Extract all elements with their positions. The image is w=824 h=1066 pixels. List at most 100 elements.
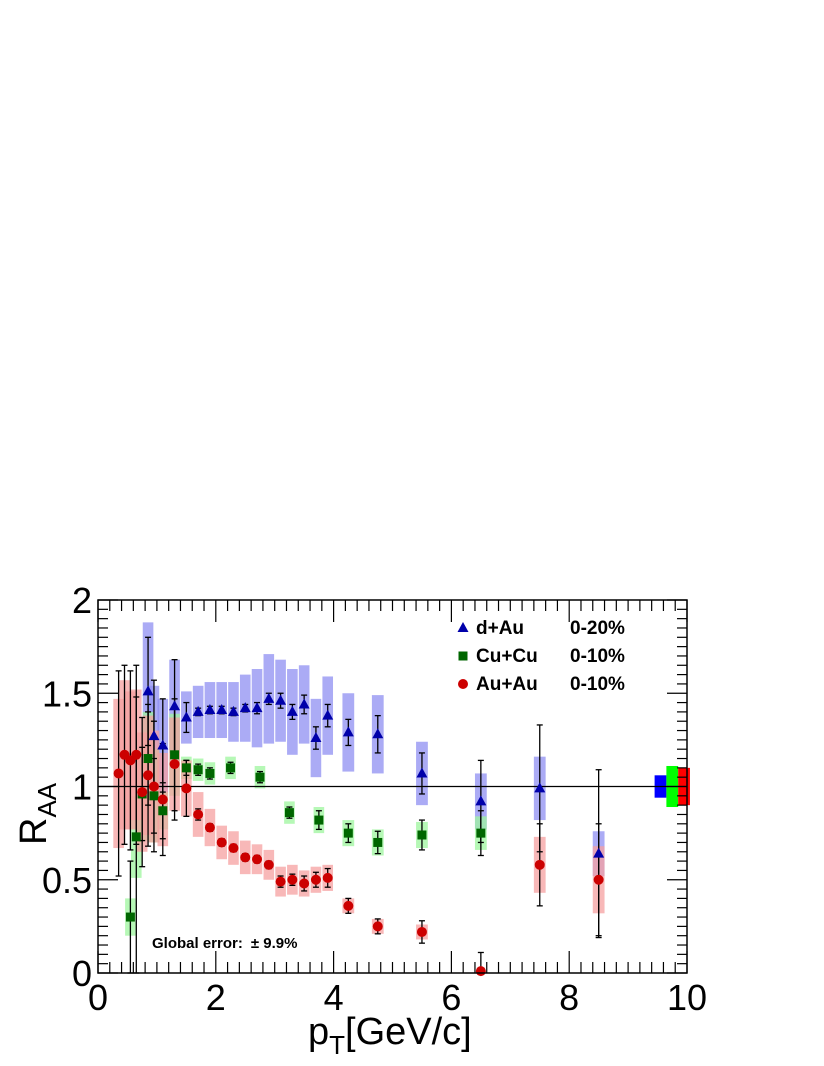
point-circle	[534, 859, 545, 870]
legend-label: d+Au	[476, 618, 524, 639]
legend-marker-circle	[458, 679, 468, 689]
legend-centrality: 0-10%	[570, 646, 625, 667]
point-triangle	[298, 698, 310, 709]
point-triangle	[342, 726, 354, 737]
point-square	[205, 768, 215, 778]
point-triangle	[157, 739, 169, 750]
y-tick-label: 1.5	[42, 673, 92, 714]
point-triangle	[275, 694, 287, 705]
point-circle	[310, 874, 321, 885]
y-axis-symbol: R	[13, 818, 55, 845]
point-square	[255, 772, 265, 782]
point-circle	[216, 837, 227, 848]
point-triangle	[416, 767, 428, 778]
x-tick-label: 2	[206, 977, 226, 1018]
point-circle	[252, 854, 263, 865]
point-circle	[593, 874, 604, 885]
point-triangle	[192, 705, 204, 716]
point-triangle	[310, 732, 322, 743]
x-axis-unit: [GeV/c]	[345, 1011, 472, 1053]
x-axis-title: pT[GeV/c]	[308, 1011, 472, 1060]
point-circle	[343, 900, 354, 911]
point-circle	[131, 749, 142, 760]
point-square	[125, 912, 135, 922]
point-circle	[322, 872, 333, 883]
point-triangle	[227, 705, 239, 716]
point-triangle	[534, 782, 546, 793]
point-circle	[228, 843, 239, 854]
point-triangle	[251, 702, 263, 713]
y-tick-label: 0.5	[42, 860, 92, 901]
point-triangle	[286, 705, 298, 716]
x-tick-label: 4	[324, 977, 344, 1018]
point-triangle	[216, 704, 228, 715]
point-square	[314, 815, 324, 825]
point-circle	[240, 852, 251, 863]
legend-centrality: 0-20%	[570, 618, 625, 639]
point-circle	[148, 781, 159, 792]
legend-centrality: 0-10%	[570, 674, 625, 695]
point-circle	[204, 822, 215, 833]
point-square	[417, 830, 427, 840]
point-circle	[475, 966, 486, 977]
point-triangle	[204, 704, 216, 715]
point-triangle	[475, 795, 487, 806]
point-triangle	[169, 700, 181, 711]
point-square	[284, 808, 294, 818]
x-tick-label: 8	[559, 977, 579, 1018]
point-circle	[416, 926, 427, 937]
y-axis-title: RAA	[13, 782, 62, 845]
point-square	[149, 791, 159, 801]
point-square	[343, 828, 353, 838]
axis-ticks	[97, 599, 688, 974]
legend-label: Cu+Cu	[476, 646, 538, 667]
point-circle	[143, 770, 154, 781]
axis-tick-labels: 0 2 4 6 8 10 0 0.5 1 1.5 2	[42, 580, 707, 1018]
point-triangle	[322, 709, 334, 720]
point-circle	[157, 794, 168, 805]
point-triangle	[372, 728, 384, 739]
x-axis-symbol: p	[308, 1011, 329, 1053]
x-tick-label: 0	[88, 977, 108, 1018]
y-tick-label: 1	[72, 767, 92, 808]
point-circle	[372, 921, 383, 932]
point-circle	[181, 783, 192, 794]
point-square	[170, 750, 180, 760]
point-circle	[287, 874, 298, 885]
point-circle	[113, 768, 124, 779]
x-tick-label: 10	[667, 977, 707, 1018]
point-triangle	[239, 702, 251, 713]
point-circle	[275, 876, 286, 887]
point-square	[193, 765, 203, 775]
point-square	[476, 828, 486, 838]
data-markers	[113, 685, 605, 977]
legend: d+Au 0-20% Cu+Cu 0-10% Au+Au 0-10%	[457, 618, 625, 695]
x-tick-label: 6	[441, 977, 461, 1018]
point-square	[226, 763, 236, 773]
point-square	[373, 837, 383, 847]
point-square	[131, 832, 141, 842]
point-triangle	[148, 730, 160, 741]
point-square	[158, 806, 168, 816]
global-error-value: ± 9.9%	[251, 935, 298, 952]
x-axis-subscript: T	[329, 1030, 345, 1060]
point-triangle	[142, 685, 154, 696]
legend-label: Au+Au	[476, 674, 538, 695]
point-circle	[263, 859, 274, 870]
point-triangle	[263, 692, 275, 703]
point-square	[181, 763, 191, 773]
y-tick-label: 0	[72, 953, 92, 994]
y-axis-subscript: AA	[32, 782, 62, 817]
point-triangle	[593, 847, 605, 858]
y-tick-label: 2	[72, 580, 92, 621]
point-circle	[169, 759, 180, 770]
global-error-prefix: Global error:	[152, 935, 243, 952]
point-circle	[193, 809, 204, 820]
point-circle	[137, 787, 148, 798]
point-square	[143, 754, 153, 764]
point-triangle	[180, 711, 192, 722]
legend-marker-square	[458, 651, 468, 661]
global-error-note: Global error: ± 9.9%	[152, 935, 297, 952]
point-circle	[299, 878, 310, 889]
